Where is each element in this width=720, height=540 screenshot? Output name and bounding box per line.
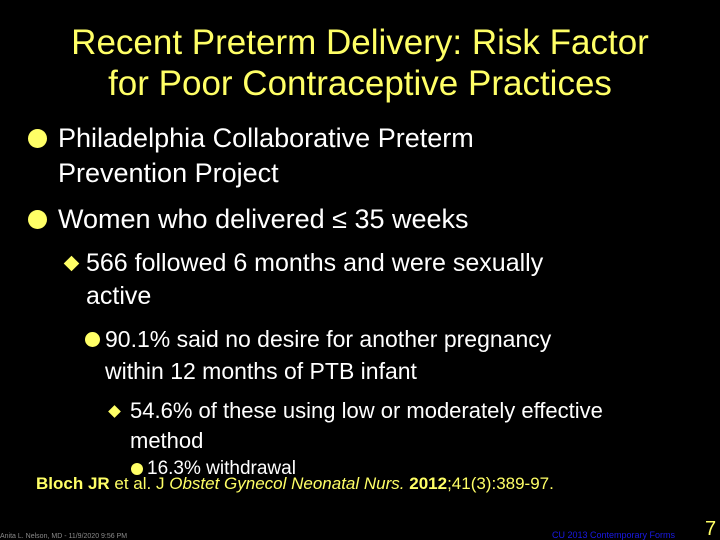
title-line-2: for Poor Contraceptive Practices	[108, 64, 612, 103]
sub-bullet-text-continued: method	[130, 428, 204, 453]
slide-number: 7	[705, 518, 717, 540]
sub-bullet-text: 54.6% of these using low or moderately e…	[130, 398, 603, 423]
citation: Bloch JR et al. J Obstet Gynecol Neonata…	[36, 474, 554, 494]
bullet-circle-icon	[28, 210, 47, 229]
footer-course-label: CU 2013 Contemporary Forms	[552, 530, 676, 540]
bullet-circle-icon	[131, 463, 143, 475]
sub-bullet-text: 90.1% said no desire for another pregnan…	[105, 326, 552, 352]
bullet-circle-icon	[85, 332, 100, 347]
bullet-text: Philadelphia Collaborative Preterm	[58, 123, 474, 153]
citation-year: 2012	[409, 474, 448, 493]
bullet-text-continued: Prevention Project	[58, 158, 279, 188]
citation-etal: et al. J	[109, 474, 170, 493]
citation-journal: Obstet Gynecol Neonatal Nurs.	[169, 474, 405, 493]
footer-author-date: Anita L. Nelson, MD - 11/9/2020 9:56 PM	[0, 533, 128, 540]
title-line-1: Recent Preterm Delivery: Risk Factor	[71, 23, 649, 62]
slide-title: Recent Preterm Delivery: Risk Factor for…	[0, 22, 720, 104]
bullet-diamond-icon	[108, 405, 121, 418]
bullet-circle-icon	[28, 129, 47, 148]
sub-bullet-text: 16.3% withdrawal	[147, 458, 296, 479]
citation-authors: Bloch JR	[36, 474, 110, 493]
sub-bullet-text-continued: active	[86, 282, 152, 310]
bullet-text: Women who delivered ≤ 35 weeks	[58, 204, 469, 234]
sub-bullet-text-continued: within 12 months of PTB infant	[105, 358, 417, 384]
sub-bullet-text: 566 followed 6 months and were sexually	[86, 249, 544, 277]
bullet-diamond-icon	[63, 255, 80, 272]
citation-details: ;41(3):389-97.	[447, 474, 554, 493]
